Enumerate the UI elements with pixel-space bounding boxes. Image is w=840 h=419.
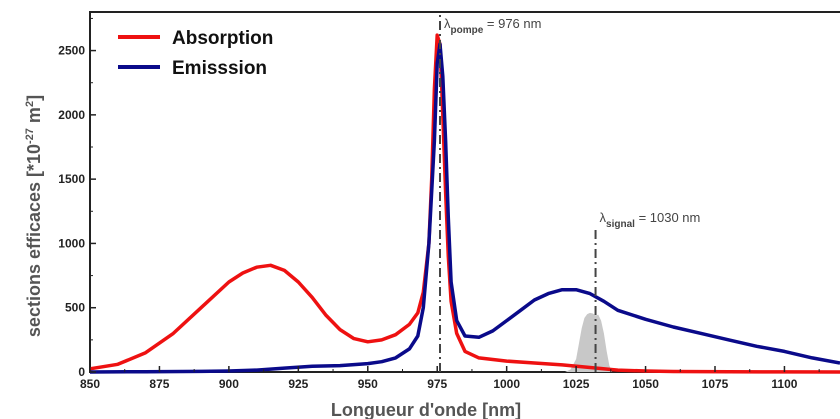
series-line-absorption [89, 33, 840, 374]
x-tick-label: 875 [149, 377, 169, 391]
annotation-lambda-signal: λ [600, 210, 607, 225]
y-axis-title-unit: m [24, 107, 44, 123]
annotation-lambda-pump: λ [444, 16, 451, 31]
y-axis-title-main: sections efficaces [*10 [24, 144, 44, 337]
annotation-label-signal: λsignal = 1030 nm [600, 210, 701, 230]
x-tick-label: 1025 [563, 377, 590, 391]
x-tick-label: 925 [288, 377, 308, 391]
x-tick-label: 950 [358, 377, 378, 391]
annotation-sub-pump: pompe [451, 25, 484, 36]
y-axis-title-unit-exp: 2 [24, 101, 36, 107]
signal-spectrum-shade [565, 312, 613, 372]
y-tick-label: 1500 [58, 172, 85, 186]
x-tick-label: 900 [219, 377, 239, 391]
annotation-value-pump: = 976 nm [483, 16, 541, 31]
annotation-label-pump: λpompe = 976 nm [444, 16, 541, 36]
annotation-sub-signal: signal [606, 219, 635, 230]
x-tick-label: 1075 [702, 377, 729, 391]
legend-label-absorption: Absorption [172, 28, 273, 49]
x-tick-label: 1000 [493, 377, 520, 391]
y-axis-title: sections efficaces [*10-27 m2] [24, 95, 44, 337]
plot-frame [89, 11, 840, 373]
x-tick-label: 1100 [771, 377, 797, 391]
legend-label-emission: Emisssion [172, 58, 267, 79]
y-axis-title-exp: -27 [24, 128, 36, 144]
y-tick-label: 0 [78, 365, 85, 379]
x-tick-label: 1050 [632, 377, 659, 391]
y-tick-label: 1000 [58, 236, 85, 250]
series-line-emission [89, 42, 840, 374]
y-tick-label: 500 [65, 301, 85, 315]
y-tick-label: 2500 [58, 44, 85, 58]
x-tick-label: 850 [80, 377, 100, 391]
y-axis-title-close: ] [24, 95, 44, 101]
x-tick-label: 975 [427, 377, 447, 391]
y-tick-label: 2000 [58, 108, 85, 122]
annotation-value-signal: = 1030 nm [635, 210, 700, 225]
x-axis-title: Longueur d'onde [nm] [331, 400, 521, 419]
legend: Absorption Emisssion [118, 28, 273, 79]
